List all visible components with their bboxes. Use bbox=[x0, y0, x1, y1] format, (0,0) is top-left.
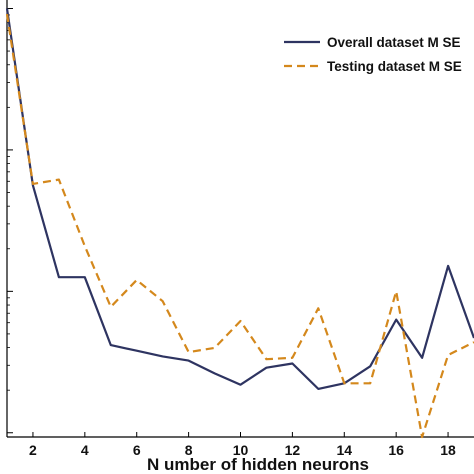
series-lines bbox=[5, 8, 474, 439]
legend: Overall dataset M SE Testing dataset M SE bbox=[284, 35, 462, 74]
legend-label: Testing dataset M SE bbox=[327, 59, 462, 74]
x-tick-label: 10 bbox=[233, 442, 249, 458]
x-axis-ticks: 2 4 6 8 10 12 14 16 18 bbox=[29, 432, 456, 458]
y-axis-ticks bbox=[7, 7, 13, 434]
x-tick-label: 18 bbox=[440, 442, 456, 458]
x-tick-label: 12 bbox=[285, 442, 301, 458]
series-line-testing-mse bbox=[5, 13, 474, 439]
x-tick-label: 4 bbox=[81, 442, 89, 458]
x-tick-label: 8 bbox=[185, 442, 193, 458]
x-tick-label: 14 bbox=[336, 442, 352, 458]
x-tick-label: 6 bbox=[133, 442, 141, 458]
x-tick-label: 2 bbox=[29, 442, 37, 458]
x-tick-label: 16 bbox=[388, 442, 404, 458]
x-axis-label: N umber of hidden neurons bbox=[147, 455, 369, 474]
legend-label: Overall dataset M SE bbox=[327, 35, 461, 50]
series-line-overall-mse bbox=[5, 8, 474, 390]
